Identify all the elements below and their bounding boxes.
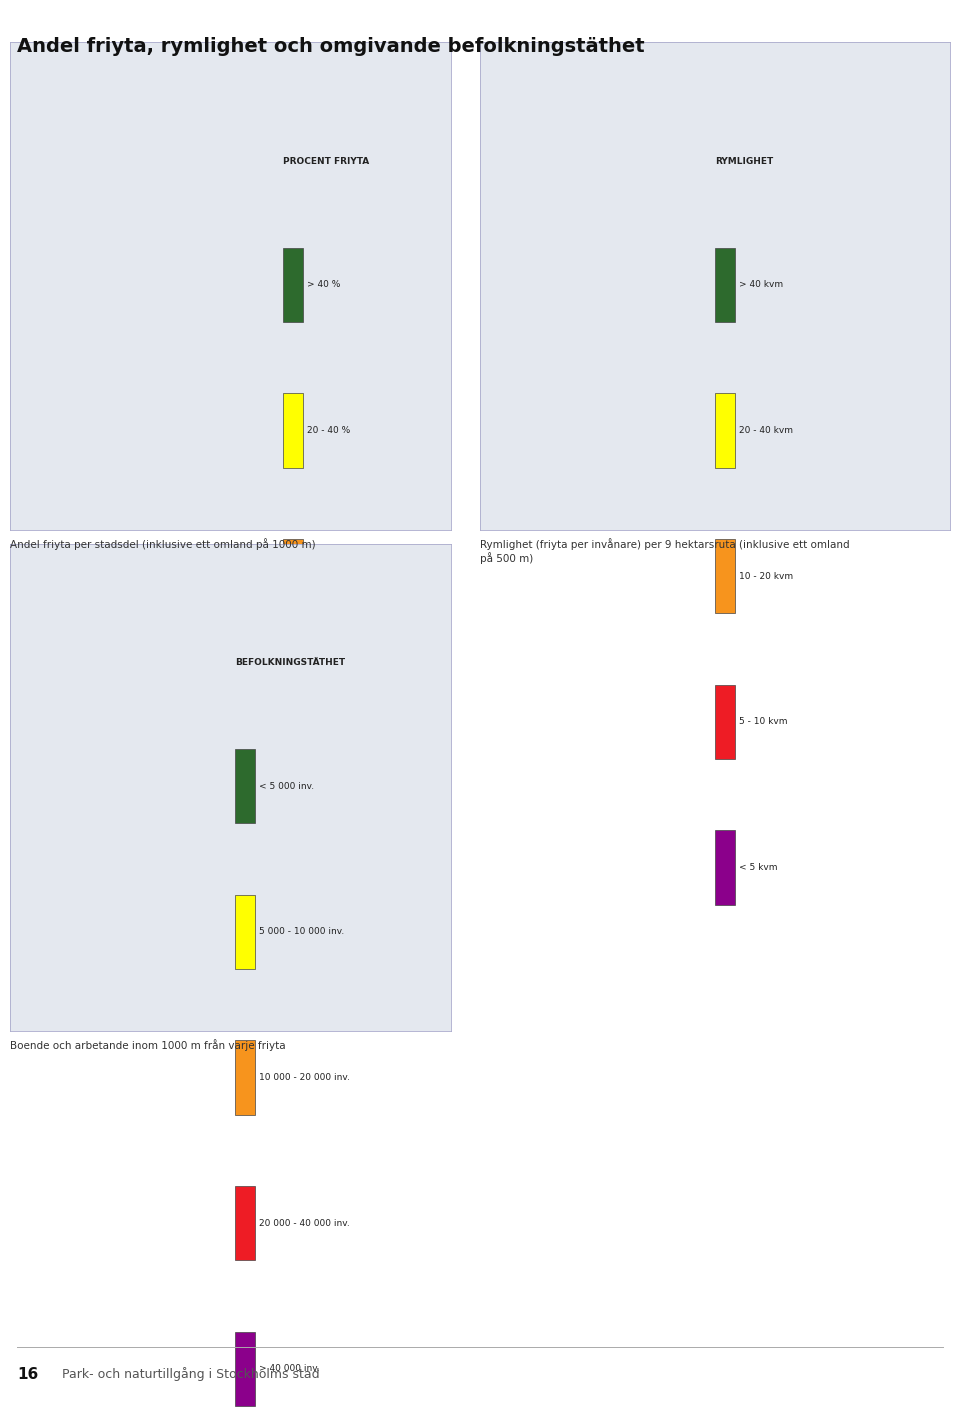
Text: 20 - 40 %: 20 - 40 % (307, 426, 350, 435)
Text: RYMLIGHET: RYMLIGHET (715, 157, 774, 165)
Text: 10 - 20 kvm: 10 - 20 kvm (739, 572, 793, 580)
Bar (283, 539, 302, 613)
Text: 20 - 40 kvm: 20 - 40 kvm (739, 426, 793, 435)
Text: 16: 16 (17, 1367, 38, 1382)
Bar (235, 895, 254, 969)
Bar (235, 748, 254, 823)
Text: < 5 kvm: < 5 kvm (739, 863, 778, 873)
Polygon shape (480, 42, 950, 530)
Text: BEFOLKNINGSTÄTHET: BEFOLKNINGSTÄTHET (235, 658, 346, 666)
Text: Andel friyta, rymlighet och omgivande befolkningstäthet: Andel friyta, rymlighet och omgivande be… (17, 37, 645, 55)
Text: 20 000 - 40 000 inv.: 20 000 - 40 000 inv. (259, 1219, 349, 1227)
Bar (715, 539, 734, 613)
Text: 5 000 - 10 000 inv.: 5 000 - 10 000 inv. (259, 928, 345, 936)
Text: > 40 kvm: > 40 kvm (739, 281, 783, 289)
Bar (235, 1332, 254, 1406)
Bar (235, 1186, 254, 1261)
Text: Andel friyta per stadsdel (inklusive ett omland på 1000 m): Andel friyta per stadsdel (inklusive ett… (10, 538, 315, 549)
Text: 5 - 10 kvm: 5 - 10 kvm (739, 717, 787, 726)
Text: 15 - 20 %: 15 - 20 % (307, 572, 350, 580)
Text: PROCENT FRIYTA: PROCENT FRIYTA (283, 157, 370, 165)
Text: 10 - 15 %: 10 - 15 % (307, 717, 350, 726)
Text: > 40 000 inv.: > 40 000 inv. (259, 1364, 320, 1374)
Text: Rymlighet (friyta per invånare) per 9 hektarsruta (inklusive ett omland
på 500 m: Rymlighet (friyta per invånare) per 9 he… (480, 538, 850, 563)
Text: Boende och arbetande inom 1000 m från varje friyta: Boende och arbetande inom 1000 m från va… (10, 1039, 285, 1051)
Text: < 5 000 inv.: < 5 000 inv. (259, 782, 314, 791)
Bar (235, 1041, 254, 1114)
Bar (283, 685, 302, 760)
Text: 10 000 - 20 000 inv.: 10 000 - 20 000 inv. (259, 1073, 349, 1082)
Bar (283, 247, 302, 322)
Bar (715, 685, 734, 760)
Text: Park- och naturtillgång i Stockholms stad: Park- och naturtillgång i Stockholms sta… (62, 1367, 320, 1381)
Polygon shape (10, 544, 451, 1031)
Text: > 40 %: > 40 % (307, 281, 341, 289)
Bar (283, 830, 302, 905)
Bar (283, 394, 302, 467)
Bar (715, 830, 734, 905)
Polygon shape (10, 42, 451, 530)
Text: < 10 %: < 10 % (307, 863, 341, 873)
Bar (715, 247, 734, 322)
Bar (715, 394, 734, 467)
